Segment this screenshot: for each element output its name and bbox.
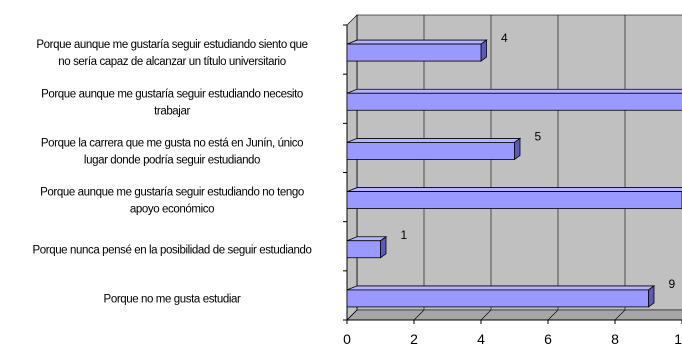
bar <box>346 92 682 111</box>
data-label: 5 <box>535 129 542 143</box>
category-label: Porque aunque me gustaría seguir estudia… <box>41 88 303 100</box>
category-label: Porque no me gusta estudiar <box>104 293 241 305</box>
floor-gridline <box>480 309 492 321</box>
bar-side-face <box>514 137 521 161</box>
floor-gridline <box>614 309 626 321</box>
bar <box>346 289 649 308</box>
data-label: 1 <box>401 228 408 242</box>
category-label: no sería capaz de alcanzar un título uni… <box>58 56 285 68</box>
floor-gridline <box>413 309 425 321</box>
bar-top-face <box>346 138 522 143</box>
x-tick-label: 2 <box>410 331 418 347</box>
floor-gridline <box>346 309 358 321</box>
category-label: Porque la carrera que me gusta no está e… <box>41 137 303 149</box>
category-label: Porque nunca pensé en la posibilidad de … <box>33 244 312 256</box>
category-label: apoyo económico <box>130 204 214 216</box>
bar-side-face <box>480 39 487 62</box>
x-tick-label: 0 <box>343 331 351 347</box>
x-tick-label: 6 <box>544 331 552 347</box>
bar <box>346 240 381 259</box>
chart-floor <box>346 309 682 321</box>
category-label: trabajar <box>154 105 190 117</box>
bar-top-face <box>346 187 682 192</box>
bar-top-face <box>346 88 682 94</box>
bar-top-face <box>346 39 488 45</box>
data-label: 4 <box>501 31 508 45</box>
bar-side-face <box>380 235 387 259</box>
bar <box>346 191 682 209</box>
bar <box>346 142 515 160</box>
x-tick-label: 10 <box>674 331 682 347</box>
floor-gridline <box>547 309 559 321</box>
bar <box>346 43 482 62</box>
bar-top-face <box>346 285 656 291</box>
data-label: 9 <box>669 277 676 291</box>
x-tick-label: 8 <box>611 331 619 347</box>
chart-back-wall <box>356 14 682 311</box>
x-tick-label: 4 <box>477 331 485 347</box>
bar-side-face <box>648 285 655 308</box>
category-label: Porque aunque me gustaría seguir estudia… <box>40 187 304 199</box>
category-label: Porque aunque me gustaría seguir estudia… <box>36 39 307 51</box>
category-label: lugar donde podría seguir estudiando <box>84 154 260 166</box>
